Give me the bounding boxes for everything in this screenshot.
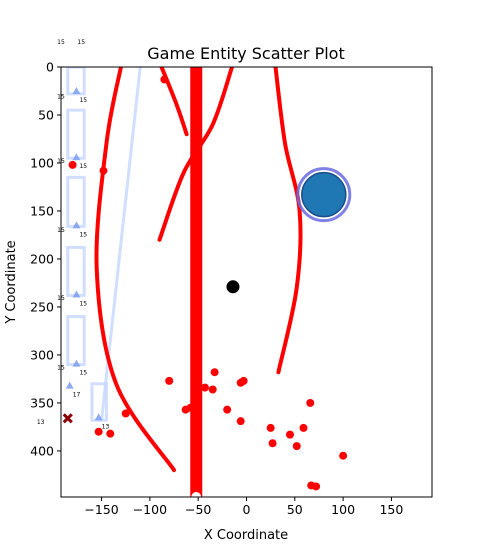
y-tick-label: 0 — [46, 60, 54, 75]
waypoint-triangle — [72, 290, 81, 298]
x-axis: −150 −100 −50 0 50 100 150 — [84, 497, 403, 517]
x-tick-label: 50 — [287, 502, 303, 517]
waypoint-triangle — [72, 153, 81, 161]
enemy-point — [106, 429, 115, 438]
waypoint-label: 15 — [79, 231, 87, 238]
wall-vertical-bar — [190, 67, 203, 497]
track-corner-label: 13 — [37, 419, 45, 426]
y-axis: 0 50 100 150 200 250 300 350 400 — [30, 60, 61, 458]
x-tick-label: −100 — [133, 502, 167, 517]
player-marker — [301, 171, 347, 218]
waypoint-triangle — [72, 221, 81, 229]
x-tick-label: 0 — [243, 502, 251, 517]
waypoint-triangle — [94, 413, 103, 421]
y-tick-label: 350 — [30, 395, 54, 410]
waypoint-triangle — [72, 86, 81, 94]
enemy-point — [68, 160, 77, 169]
waypoint-label: 15 — [79, 97, 87, 104]
waypoint-label: 13 — [102, 423, 110, 430]
enemy-point — [268, 439, 277, 448]
waypoint-label: 17 — [73, 392, 81, 399]
player-ring — [296, 167, 352, 223]
x-tick-label: −50 — [185, 502, 211, 517]
waypoint-label: 15 — [79, 163, 87, 170]
waypoint-triangle — [65, 381, 74, 389]
y-tick-label: 400 — [30, 443, 54, 458]
enemy-point — [223, 405, 232, 414]
enemy-point — [186, 403, 195, 412]
x-axis-label: X Coordinate — [204, 528, 288, 543]
enemy-point — [94, 427, 103, 436]
waypoint-triangle — [72, 359, 81, 367]
special-point — [226, 280, 240, 294]
enemy-point — [312, 482, 321, 491]
wall-curve — [273, 67, 303, 375]
enemy-point — [306, 398, 315, 407]
enemy-point — [160, 75, 169, 84]
waypoint-label: 15 — [79, 300, 87, 307]
y-tick-label: 150 — [30, 203, 54, 218]
wall-curve — [94, 67, 176, 473]
y-axis-label: Y Coordinate — [4, 240, 19, 324]
y-tick-label: 100 — [30, 155, 54, 170]
enemy-point — [239, 376, 248, 385]
wall-endcap — [191, 492, 202, 497]
enemy-point — [285, 430, 294, 439]
y-tick-label: 50 — [38, 107, 54, 122]
x-tick-label: 100 — [331, 502, 355, 517]
enemy-point — [165, 376, 174, 385]
enemy-point — [99, 166, 108, 175]
track-corner-label: 15 — [57, 39, 65, 46]
x-tick-label: 150 — [379, 502, 403, 517]
enemy-point — [200, 383, 209, 392]
enemy-point — [210, 368, 219, 377]
enemy-point — [339, 451, 348, 460]
enemy-point — [266, 423, 275, 432]
track-corner-label: 15 — [77, 39, 85, 46]
wall-curve — [157, 67, 234, 242]
enemy-point — [299, 423, 308, 432]
x-tick-label: −150 — [84, 502, 118, 517]
waypoint-label: 15 — [79, 370, 87, 377]
x-marker — [62, 413, 73, 424]
enemy-point — [236, 417, 245, 426]
enemy-point — [208, 385, 217, 394]
enemy-point — [292, 442, 301, 451]
y-tick-label: 200 — [30, 251, 54, 266]
y-tick-label: 250 — [30, 299, 54, 314]
chart-title: Game Entity Scatter Plot — [147, 44, 344, 63]
enemy-point — [121, 409, 130, 418]
y-tick-label: 300 — [30, 347, 54, 362]
plot-area — [62, 67, 352, 497]
